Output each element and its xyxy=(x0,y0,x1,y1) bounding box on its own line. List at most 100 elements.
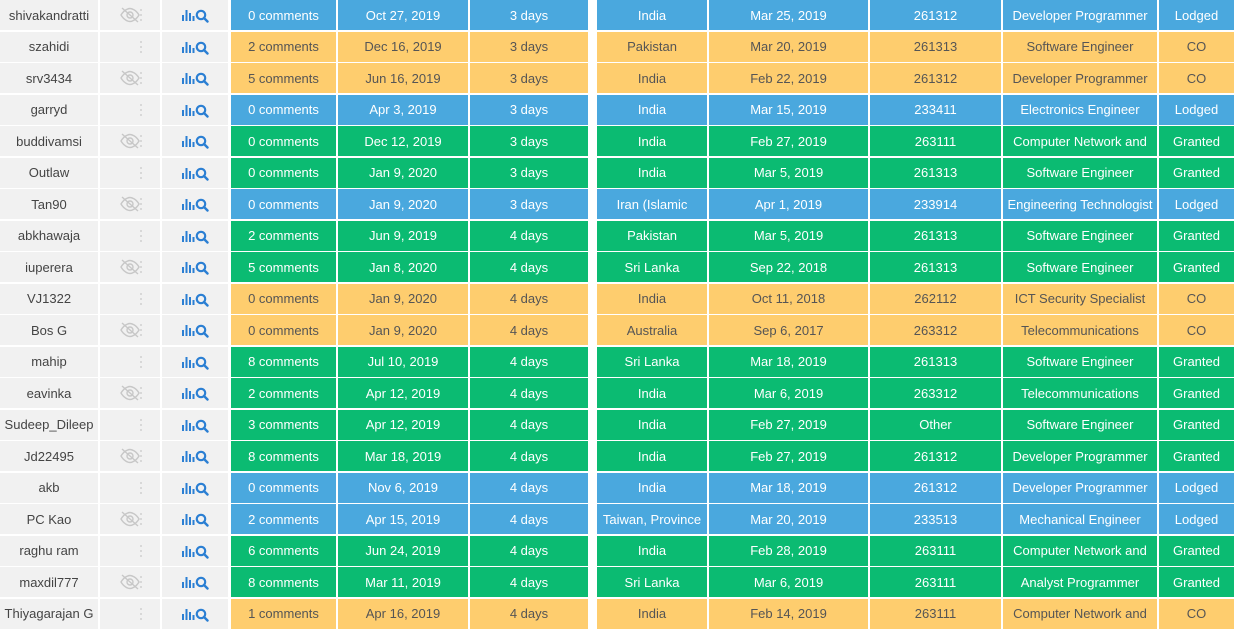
stats-search-icon[interactable] xyxy=(162,472,228,503)
stats-search-icon[interactable] xyxy=(162,441,228,471)
country-cell: India xyxy=(597,283,707,314)
dots-vertical-icon[interactable] xyxy=(140,134,142,148)
dots-vertical-icon[interactable] xyxy=(140,544,142,558)
anzsco-code-cell: 263111 xyxy=(870,598,1001,629)
comments-link[interactable]: 0 comments xyxy=(231,94,336,125)
date-cell: Apr 15, 2019 xyxy=(338,504,468,534)
username-link[interactable]: Sudeep_Dileep xyxy=(0,409,98,440)
occupation-cell: Software Engineer xyxy=(1003,220,1157,251)
stats-search-icon[interactable] xyxy=(162,283,228,314)
comments-link[interactable]: 8 comments xyxy=(231,441,336,471)
dots-vertical-icon[interactable] xyxy=(140,575,142,589)
comments-link[interactable]: 2 comments xyxy=(231,31,336,62)
username-link[interactable]: buddivamsi xyxy=(0,126,98,156)
username-link[interactable]: Tan90 xyxy=(0,189,98,219)
comments-link[interactable]: 3 comments xyxy=(231,409,336,440)
stats-search-icon[interactable] xyxy=(162,378,228,408)
status-badge: CO xyxy=(1159,598,1234,629)
dots-vertical-icon[interactable] xyxy=(140,8,142,22)
username-link[interactable]: szahidi xyxy=(0,31,98,62)
table-row: eavinka 2 comments Apr 12, 2019 4 days India… xyxy=(0,378,1234,410)
dots-vertical-icon[interactable] xyxy=(140,40,142,54)
dots-vertical-icon[interactable] xyxy=(140,481,142,495)
username-link[interactable]: abkhawaja xyxy=(0,220,98,251)
occupation-cell: Computer Network and xyxy=(1003,535,1157,566)
comments-link[interactable]: 8 comments xyxy=(231,346,336,377)
occupation-cell: Software Engineer xyxy=(1003,157,1157,188)
days-cell: 4 days xyxy=(470,535,588,566)
dots-vertical-icon[interactable] xyxy=(140,386,142,400)
table-row: iuperera 5 comments Jan 8, 2020 4 days Sri L… xyxy=(0,252,1234,284)
comments-link[interactable]: 2 comments xyxy=(231,378,336,408)
stats-search-icon[interactable] xyxy=(162,346,228,377)
username-link[interactable]: Thiyagarajan G xyxy=(0,598,98,629)
stats-search-icon[interactable] xyxy=(162,94,228,125)
stats-search-icon[interactable] xyxy=(162,220,228,251)
dots-vertical-icon[interactable] xyxy=(140,323,142,337)
stats-search-icon[interactable] xyxy=(162,126,228,156)
username-link[interactable]: VJ1322 xyxy=(0,283,98,314)
comments-link[interactable]: 5 comments xyxy=(231,63,336,93)
stats-search-icon[interactable] xyxy=(162,189,228,219)
username-link[interactable]: iuperera xyxy=(0,252,98,282)
table-row: Jd22495 8 comments Mar 18, 2019 4 days India… xyxy=(0,441,1234,473)
stats-search-icon[interactable] xyxy=(162,315,228,345)
comments-link[interactable]: 0 comments xyxy=(231,0,336,30)
stats-search-icon[interactable] xyxy=(162,63,228,93)
empty-cell xyxy=(100,220,160,251)
comments-link[interactable]: 6 comments xyxy=(231,535,336,566)
days-cell: 4 days xyxy=(470,315,588,345)
comments-link[interactable]: 2 comments xyxy=(231,504,336,534)
username-link[interactable]: raghu ram xyxy=(0,535,98,566)
comments-link[interactable]: 5 comments xyxy=(231,252,336,282)
dots-vertical-icon[interactable] xyxy=(140,292,142,306)
lodged-date-cell: Mar 6, 2019 xyxy=(709,378,868,408)
username-link[interactable]: eavinka xyxy=(0,378,98,408)
lodged-date-cell: Feb 27, 2019 xyxy=(709,409,868,440)
stats-search-icon[interactable] xyxy=(162,31,228,62)
comments-link[interactable]: 2 comments xyxy=(231,220,336,251)
username-link[interactable]: shivakandratti xyxy=(0,0,98,30)
stats-search-icon[interactable] xyxy=(162,504,228,534)
username-link[interactable]: Jd22495 xyxy=(0,441,98,471)
stats-search-icon[interactable] xyxy=(162,409,228,440)
dots-vertical-icon[interactable] xyxy=(140,103,142,117)
username-link[interactable]: garryd xyxy=(0,94,98,125)
comments-link[interactable]: 8 comments xyxy=(231,567,336,597)
dots-vertical-icon[interactable] xyxy=(140,607,142,621)
anzsco-code-cell: 261312 xyxy=(870,441,1001,471)
country-cell: India xyxy=(597,409,707,440)
occupation-cell: Mechanical Engineer xyxy=(1003,504,1157,534)
stats-search-icon[interactable] xyxy=(162,157,228,188)
username-link[interactable]: maxdil777 xyxy=(0,567,98,597)
stats-search-icon[interactable] xyxy=(162,252,228,282)
dots-vertical-icon[interactable] xyxy=(140,260,142,274)
comments-link[interactable]: 0 comments xyxy=(231,189,336,219)
empty-cell xyxy=(100,283,160,314)
status-badge: CO xyxy=(1159,63,1234,93)
username-link[interactable]: srv3434 xyxy=(0,63,98,93)
comments-link[interactable]: 0 comments xyxy=(231,157,336,188)
dots-vertical-icon[interactable] xyxy=(140,449,142,463)
comments-link[interactable]: 0 comments xyxy=(231,126,336,156)
username-link[interactable]: mahip xyxy=(0,346,98,377)
stats-search-icon[interactable] xyxy=(162,535,228,566)
stats-search-icon[interactable] xyxy=(162,598,228,629)
dots-vertical-icon[interactable] xyxy=(140,166,142,180)
stats-search-icon[interactable] xyxy=(162,567,228,597)
dots-vertical-icon[interactable] xyxy=(140,197,142,211)
stats-search-icon[interactable] xyxy=(162,0,228,30)
username-link[interactable]: PC Kao xyxy=(0,504,98,534)
username-link[interactable]: Outlaw xyxy=(0,157,98,188)
comments-link[interactable]: 0 comments xyxy=(231,283,336,314)
dots-vertical-icon[interactable] xyxy=(140,418,142,432)
comments-link[interactable]: 1 comments xyxy=(231,598,336,629)
dots-vertical-icon[interactable] xyxy=(140,229,142,243)
comments-link[interactable]: 0 comments xyxy=(231,472,336,503)
username-link[interactable]: Bos G xyxy=(0,315,98,345)
dots-vertical-icon[interactable] xyxy=(140,355,142,369)
dots-vertical-icon[interactable] xyxy=(140,512,142,526)
dots-vertical-icon[interactable] xyxy=(140,71,142,85)
comments-link[interactable]: 0 comments xyxy=(231,315,336,345)
username-link[interactable]: akb xyxy=(0,472,98,503)
